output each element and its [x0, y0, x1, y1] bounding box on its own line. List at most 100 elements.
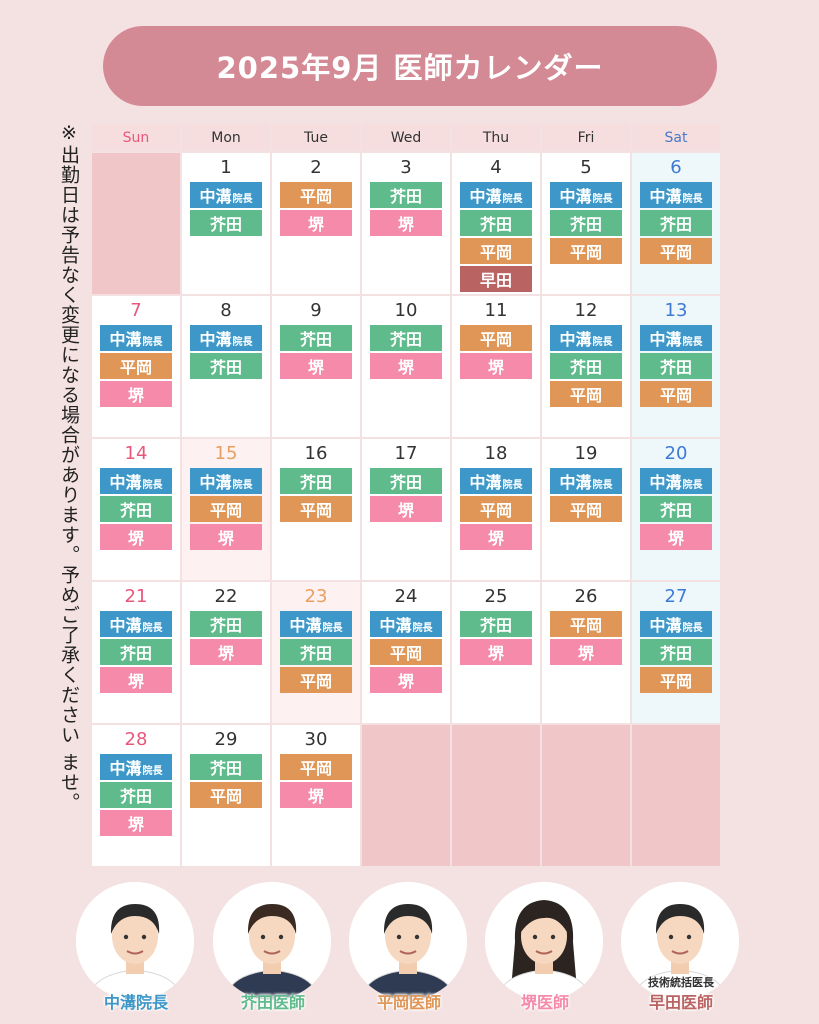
doctor-name: 早田医師 — [648, 993, 713, 1012]
doctor-tag-akuta: 芥田 — [550, 353, 622, 379]
doctor-profile-hayata: 技術統括医長 早田医師 — [621, 882, 741, 1024]
day-cell: 9 芥田堺 — [272, 296, 360, 437]
doctor-tag-sakai: 堺 — [460, 639, 532, 665]
doctor-tag-hiraoka: 平岡 — [190, 782, 262, 808]
day-cell: 11 平岡堺 — [452, 296, 540, 437]
day-cell: 4 中溝 院長 芥田 平岡 早田 — [452, 153, 540, 294]
doctor-tag-akuta: 芥田 — [190, 611, 262, 637]
day-number: 14 — [124, 443, 148, 464]
doctor-tag-name: 芥田 — [659, 644, 692, 663]
doctor-tag-nakamizo: 中溝 院長 — [190, 182, 262, 208]
doctor-tag-name: 中溝 — [649, 616, 682, 635]
doctor-tag-name: 芥田 — [119, 501, 152, 520]
doctor-tag-name: 中溝 — [559, 473, 592, 492]
doctor-tag-name: 堺 — [217, 644, 234, 663]
doctor-tag-name: 芥田 — [479, 215, 512, 234]
doctor-tag-name: 平岡 — [659, 386, 692, 405]
doctor-tag-nakamizo: 中溝 院長 — [640, 182, 712, 208]
weekday-header-mon: Mon — [182, 124, 270, 151]
doctor-tag-name: 中溝 — [469, 187, 502, 206]
doctor-tag-name: 平岡 — [569, 501, 602, 520]
director-suffix: 院長 — [142, 765, 163, 777]
doctor-tag-nakamizo: 中溝 院長 — [550, 325, 622, 351]
day-number: 15 — [214, 443, 238, 464]
doctor-tag-akuta: 芥田 — [370, 182, 442, 208]
doctor-portrait-akuta — [213, 882, 331, 1000]
doctor-tag-sakai: 堺 — [460, 524, 532, 550]
calendar-title: 2025年9月 医師カレンダー — [103, 26, 717, 106]
empty-day-cell — [362, 725, 450, 866]
doctor-tag-name: 芥田 — [389, 330, 422, 349]
doctor-tag-nakamizo: 中溝 院長 — [550, 468, 622, 494]
doctor-tag-name: 芥田 — [209, 358, 242, 377]
doctor-tag-sakai: 堺 — [370, 496, 442, 522]
day-number: 23 — [304, 586, 328, 607]
director-suffix: 院長 — [592, 479, 613, 491]
doctor-tag-nakamizo: 中溝 院長 — [100, 325, 172, 351]
day-cell: 21 中溝 院長 芥田堺 — [92, 582, 180, 723]
doctor-tag-akuta: 芥田 — [460, 210, 532, 236]
doctor-tag-name: 堺 — [217, 529, 234, 548]
day-number: 7 — [130, 300, 142, 321]
doctor-profile-sakai: 堺医師 — [485, 882, 605, 1024]
director-suffix: 院長 — [682, 479, 703, 491]
doctor-tag-hiraoka: 平岡 — [190, 496, 262, 522]
doctor-tag-sakai: 堺 — [100, 810, 172, 836]
day-number: 4 — [490, 157, 502, 178]
day-number: 10 — [394, 300, 418, 321]
empty-day-cell — [92, 153, 180, 294]
day-cell: 25 芥田堺 — [452, 582, 540, 723]
doctor-tag-name: 堺 — [397, 358, 414, 377]
doctor-tag-sakai: 堺 — [550, 639, 622, 665]
day-number: 28 — [124, 729, 148, 750]
doctor-tag-akuta: 芥田 — [640, 353, 712, 379]
doctor-tag-akuta: 芥田 — [640, 210, 712, 236]
doctor-tag-name: 中溝 — [469, 473, 502, 492]
doctor-tag-hiraoka: 平岡 — [460, 325, 532, 351]
day-cell: 23 中溝 院長 芥田 平岡 — [272, 582, 360, 723]
doctor-tag-name: 堺 — [127, 815, 144, 834]
director-suffix: 院長 — [412, 622, 433, 634]
doctor-tag-nakamizo: 中溝 院長 — [370, 611, 442, 637]
doctor-portrait-hiraoka — [349, 882, 467, 1000]
doctor-portrait-hayata — [621, 882, 739, 1000]
doctor-tag-name: 中溝 — [649, 187, 682, 206]
doctor-tag-name: 平岡 — [299, 672, 332, 691]
doctor-tag-hiraoka: 平岡 — [280, 667, 352, 693]
day-cell: 26 平岡堺 — [542, 582, 630, 723]
day-number: 30 — [304, 729, 328, 750]
director-suffix: 院長 — [232, 479, 253, 491]
doctor-tag-name: 芥田 — [659, 215, 692, 234]
doctor-tag-akuta: 芥田 — [100, 639, 172, 665]
day-cell: 18 中溝 院長 平岡堺 — [452, 439, 540, 580]
doctor-tag-name: 芥田 — [479, 616, 512, 635]
doctor-tag-sakai: 堺 — [280, 782, 352, 808]
doctor-tag-name: 中溝 — [109, 616, 142, 635]
director-suffix: 院長 — [232, 193, 253, 205]
weekday-header-thu: Thu — [452, 124, 540, 151]
doctor-tag-name: 平岡 — [119, 358, 152, 377]
doctor-tag-sakai: 堺 — [460, 353, 532, 379]
doctor-tag-hiraoka: 平岡 — [550, 611, 622, 637]
empty-day-cell — [452, 725, 540, 866]
doctor-tag-hiraoka: 平岡 — [280, 754, 352, 780]
doctor-tag-name: 芥田 — [209, 616, 242, 635]
day-number: 6 — [670, 157, 682, 178]
doctor-tag-nakamizo: 中溝 院長 — [640, 468, 712, 494]
doctor-tag-name: 芥田 — [119, 787, 152, 806]
day-cell: 14 中溝 院長 芥田堺 — [92, 439, 180, 580]
doctor-tag-name: 平岡 — [569, 243, 602, 262]
doctor-tag-name: 堺 — [577, 644, 594, 663]
doctor-tag-name: 芥田 — [299, 644, 332, 663]
doctor-tag-name: 中溝 — [649, 473, 682, 492]
doctor-name: 芥田医師 — [240, 993, 305, 1012]
doctor-tag-name: 芥田 — [569, 215, 602, 234]
day-number: 19 — [574, 443, 598, 464]
doctor-tag-name: 堺 — [397, 501, 414, 520]
doctor-tag-name: 中溝 — [109, 759, 142, 778]
doctor-tag-name: 中溝 — [199, 187, 232, 206]
director-suffix: 院長 — [592, 193, 613, 205]
doctor-tag-name: 芥田 — [389, 473, 422, 492]
doctor-tag-nakamizo: 中溝 院長 — [460, 468, 532, 494]
doctor-tag-hiraoka: 平岡 — [370, 639, 442, 665]
